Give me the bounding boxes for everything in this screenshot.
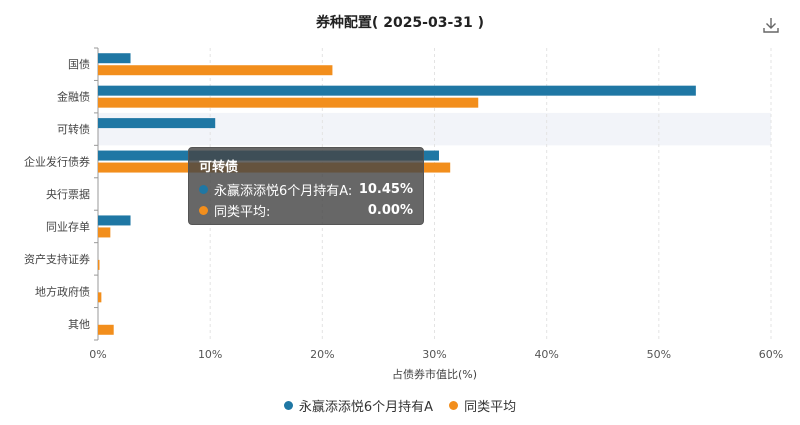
tooltip-series-value: 10.45% bbox=[358, 182, 413, 197]
bar bbox=[98, 97, 479, 108]
download-icon[interactable] bbox=[762, 16, 780, 34]
bar bbox=[98, 53, 131, 64]
chart-title: 券种配置( 2025-03-31 ) bbox=[315, 15, 485, 31]
legend-item-average[interactable]: 同类平均 bbox=[449, 396, 516, 415]
y-tick-label: 资产支持证券 bbox=[24, 252, 90, 266]
y-tick-label: 同业存单 bbox=[46, 219, 90, 233]
legend-dot-icon bbox=[449, 401, 459, 410]
bar bbox=[98, 65, 333, 76]
chart-tooltip: 可转债 永赢添添悦6个月持有A: 10.45% 同类平均: 0.00% bbox=[188, 147, 424, 225]
bar bbox=[98, 215, 131, 226]
legend-label: 永赢添添悦6个月持有A bbox=[298, 400, 434, 415]
y-tick-label: 金融债 bbox=[57, 90, 90, 104]
legend-label: 同类平均 bbox=[464, 400, 517, 415]
x-axis-label: 占债券市值比(%) bbox=[392, 367, 477, 381]
bar bbox=[98, 85, 696, 96]
x-tick-label: 40% bbox=[534, 348, 558, 361]
x-tick-label: 50% bbox=[647, 348, 671, 361]
series-dot-icon bbox=[199, 185, 208, 194]
tooltip-row: 同类平均: 0.00% bbox=[199, 200, 413, 221]
y-tick-label: 其他 bbox=[68, 318, 90, 331]
y-tick-label: 企业发行债券 bbox=[24, 155, 90, 169]
bar bbox=[98, 118, 216, 129]
bar bbox=[98, 324, 114, 335]
y-tick-label: 央行票据 bbox=[46, 187, 90, 201]
tooltip-series-name: 同类平均: bbox=[214, 205, 271, 220]
x-tick-label: 20% bbox=[310, 348, 334, 361]
tooltip-row: 永赢添添悦6个月持有A: 10.45% bbox=[199, 179, 413, 200]
x-tick-label: 60% bbox=[759, 348, 783, 361]
bar bbox=[98, 227, 111, 238]
x-tick-label: 30% bbox=[422, 348, 446, 361]
series-dot-icon bbox=[199, 206, 208, 215]
chart-legend: 永赢添添悦6个月持有A 同类平均 bbox=[0, 396, 800, 415]
legend-item-fund[interactable]: 永赢添添悦6个月持有A bbox=[283, 396, 434, 415]
bar bbox=[98, 292, 102, 303]
y-tick-label: 可转债 bbox=[57, 122, 90, 136]
tooltip-title: 可转债 bbox=[199, 160, 239, 175]
x-tick-label: 10% bbox=[198, 348, 222, 361]
tooltip-series-name: 永赢添添悦6个月持有A: bbox=[214, 184, 353, 199]
bar bbox=[98, 259, 100, 270]
x-tick-label: 0% bbox=[89, 348, 106, 361]
tooltip-series-value: 0.00% bbox=[367, 203, 413, 218]
y-tick-label: 地方政府债 bbox=[35, 284, 90, 298]
legend-dot-icon bbox=[283, 401, 293, 410]
y-tick-label: 国债 bbox=[68, 57, 90, 71]
